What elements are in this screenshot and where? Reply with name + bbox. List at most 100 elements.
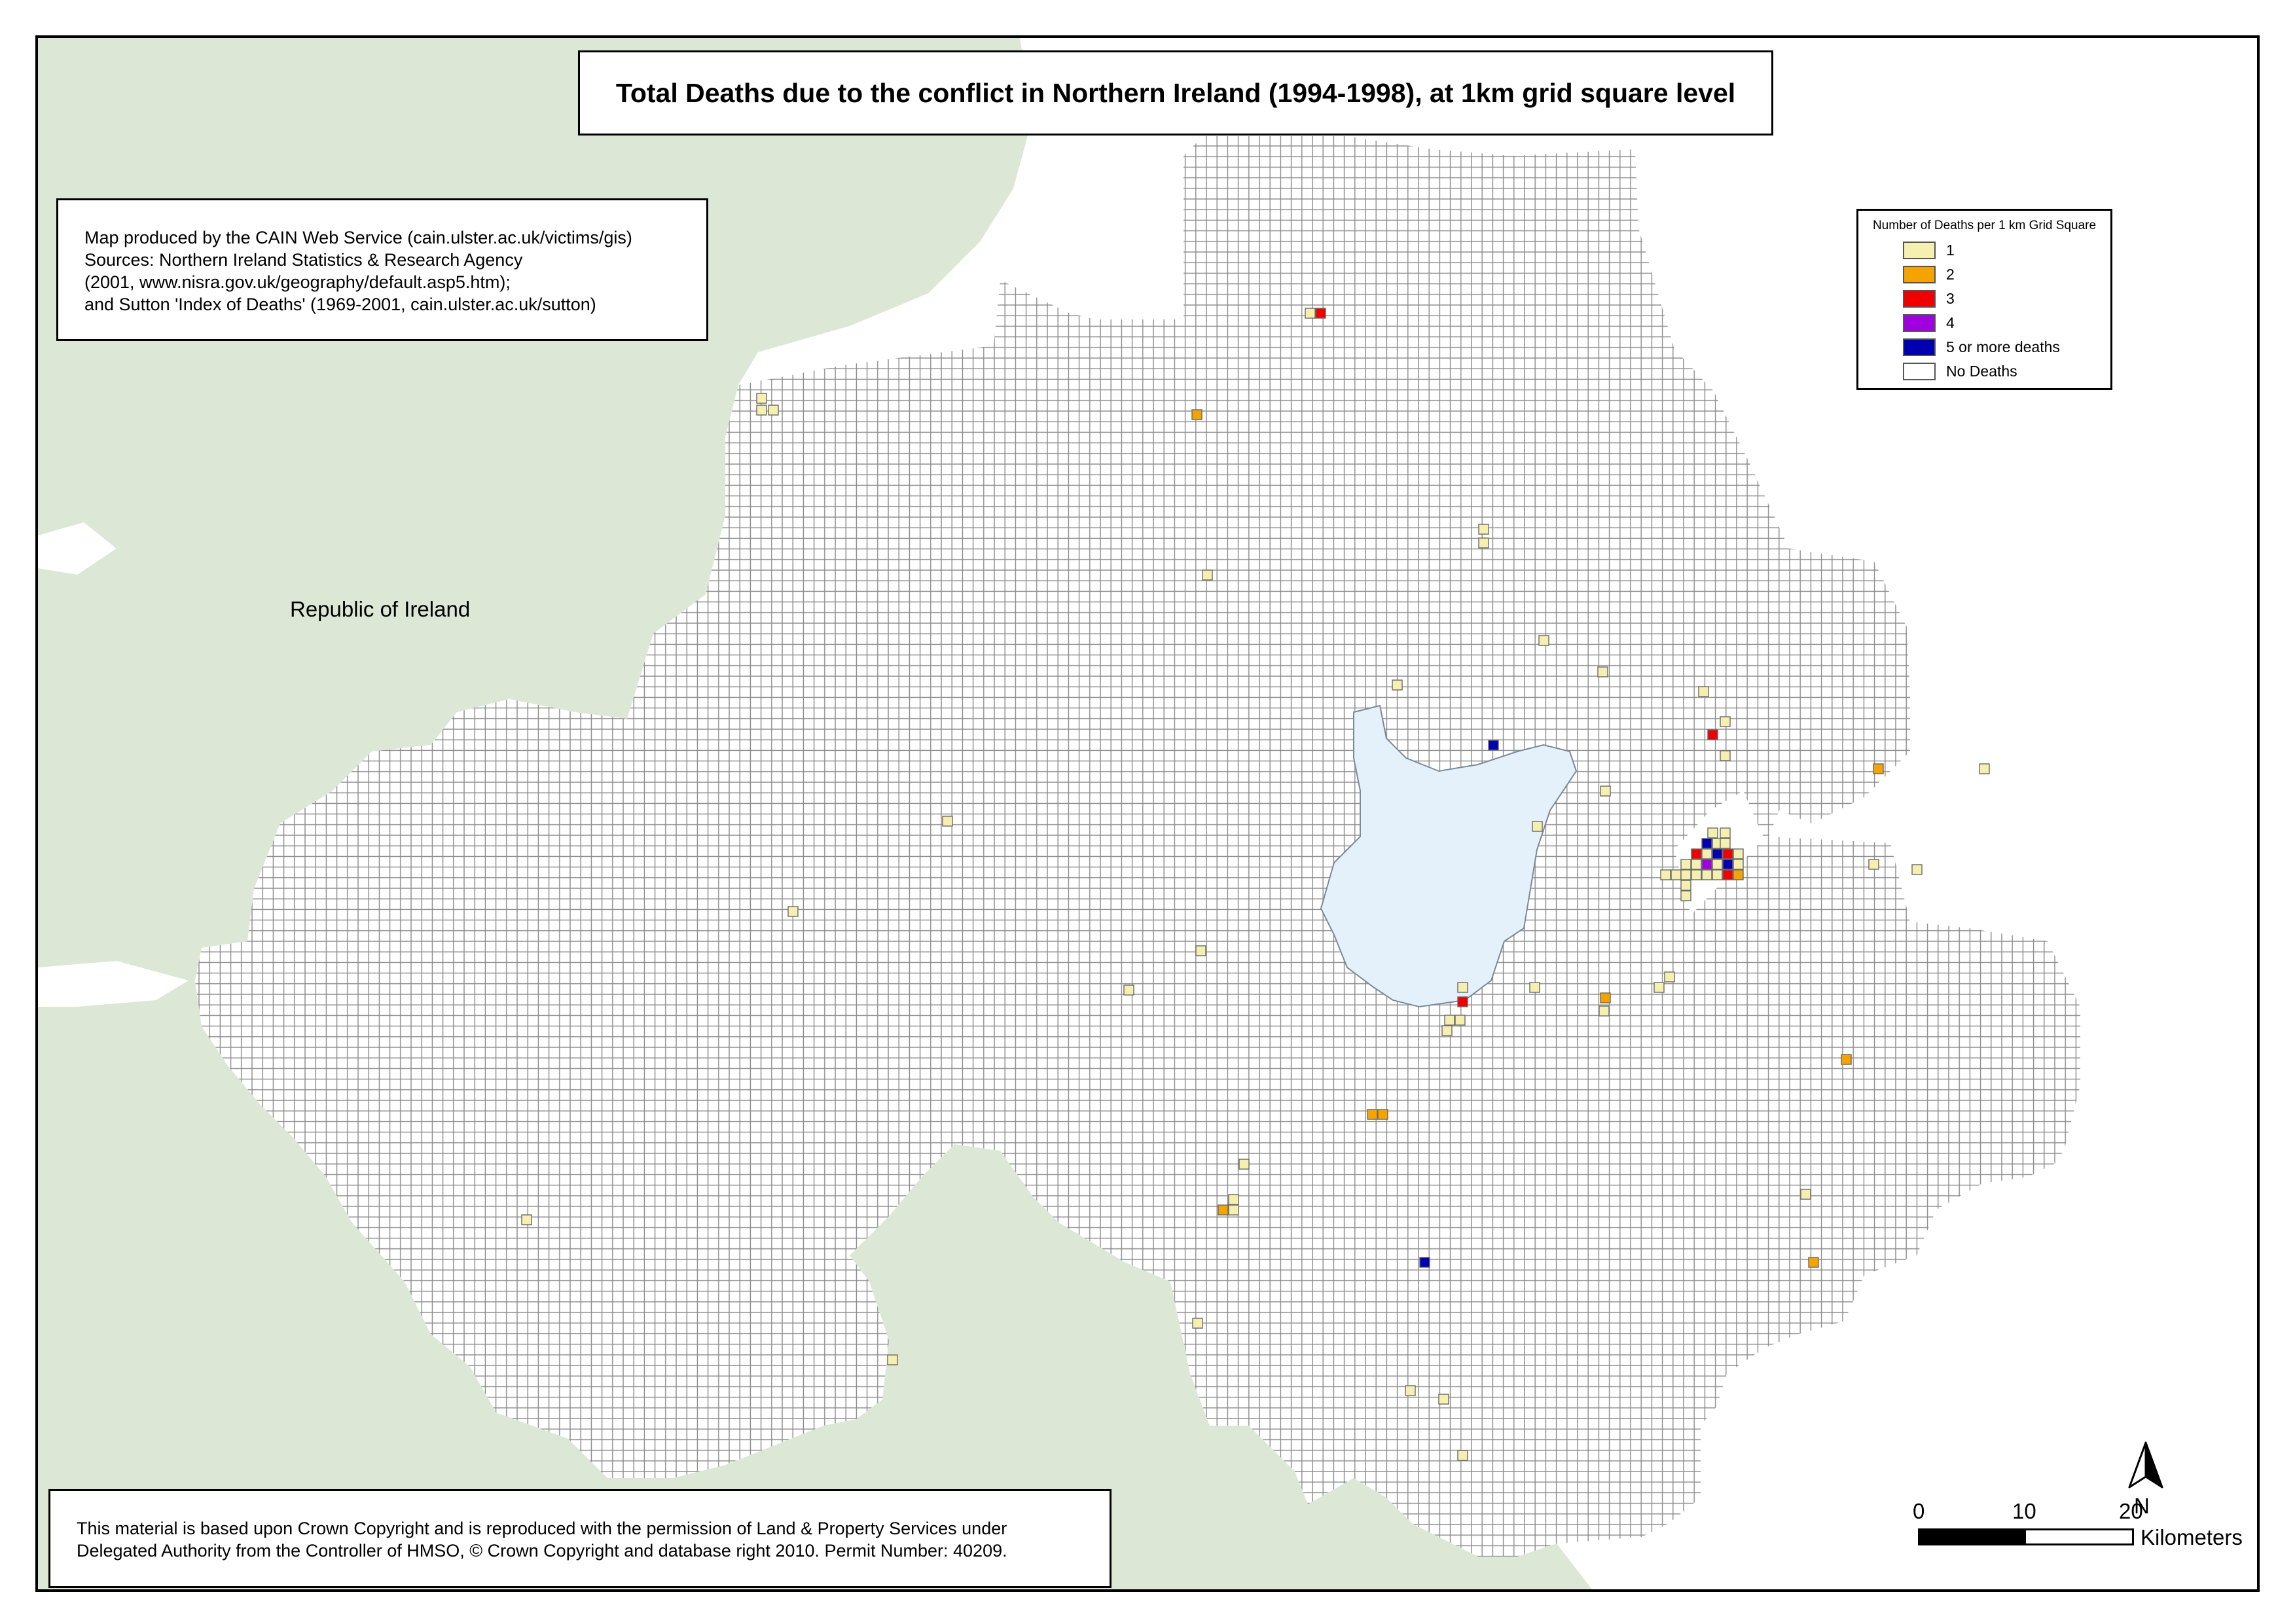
legend-label: No Deaths <box>1946 363 2017 380</box>
death-square <box>1707 729 1718 740</box>
death-square <box>1722 859 1733 870</box>
death-square <box>1911 864 1923 875</box>
legend-item: 1 <box>1858 238 2110 262</box>
death-square <box>1305 308 1316 319</box>
legend-swatch <box>1903 290 1936 308</box>
legend-title: Number of Deaths per 1 km Grid Square <box>1872 219 2097 232</box>
death-square <box>1691 859 1702 870</box>
death-square <box>1680 869 1691 880</box>
death-square <box>1653 982 1665 993</box>
death-square <box>1720 827 1731 839</box>
death-square <box>1444 1015 1455 1026</box>
death-square <box>1488 740 1499 751</box>
death-square <box>1691 869 1702 880</box>
credit-line: Sources: Northern Ireland Statistics & R… <box>84 250 523 270</box>
death-square <box>1195 945 1206 956</box>
death-square <box>1123 984 1134 996</box>
death-square <box>1191 409 1202 420</box>
death-square <box>1701 848 1712 859</box>
death-square <box>1228 1194 1239 1205</box>
death-square <box>1457 1450 1468 1461</box>
lough-neagh <box>1320 704 1578 1008</box>
copyright-line: Delegated Authority from the Controller … <box>77 1541 1007 1561</box>
death-square <box>1238 1159 1250 1170</box>
death-square <box>1701 869 1712 880</box>
death-square <box>1691 848 1702 859</box>
death-square <box>756 393 767 404</box>
death-square <box>1457 982 1468 993</box>
region-label-roi: Republic of Ireland <box>290 597 471 621</box>
death-square <box>1979 763 1990 774</box>
death-square <box>1722 869 1733 880</box>
death-square <box>887 1354 898 1365</box>
copyright-line: This material is based upon Crown Copyri… <box>77 1519 1007 1538</box>
death-square <box>1733 848 1744 859</box>
death-square <box>1457 996 1468 1007</box>
death-square <box>942 816 953 827</box>
death-square <box>1478 537 1489 549</box>
copyright-box: This material is based upon Crown Copyri… <box>48 1489 1111 1588</box>
death-square <box>1720 716 1731 727</box>
death-square <box>1455 1015 1466 1026</box>
legend-label: 2 <box>1946 266 1955 283</box>
credits-box: Map produced by the CAIN Web Service (ca… <box>56 198 708 341</box>
legend: Number of Deaths per 1 km Grid Square 1 … <box>1856 209 2112 390</box>
legend-label: 4 <box>1946 314 1955 331</box>
scale-bar-segment <box>1920 1530 2026 1543</box>
death-square <box>1701 859 1712 870</box>
death-square <box>1377 1109 1388 1120</box>
scale-tick-label: 0 <box>1913 1499 1925 1523</box>
death-square <box>1720 750 1731 761</box>
legend-swatch <box>1903 363 1936 380</box>
legend-swatch <box>1903 338 1936 356</box>
death-square <box>1712 859 1723 870</box>
credit-line: and Sutton 'Index of Deaths' (1969-2001,… <box>84 295 596 314</box>
death-square <box>1392 679 1403 691</box>
legend-item: 3 <box>1858 287 2110 311</box>
death-squares-layer <box>521 308 1990 1461</box>
republic-of-ireland-land <box>38 38 1592 1589</box>
death-square <box>1841 1054 1852 1065</box>
legend-label: 5 or more deaths <box>1946 338 2060 355</box>
scale-tick-label: 10 <box>2012 1499 2036 1523</box>
death-square <box>1441 1025 1453 1036</box>
death-square <box>1597 666 1608 677</box>
death-square <box>1599 1005 1610 1017</box>
death-square <box>1228 1204 1239 1216</box>
death-square <box>1438 1394 1449 1405</box>
death-square <box>1698 686 1709 697</box>
death-square <box>1600 992 1611 1003</box>
death-square <box>1315 308 1326 319</box>
scale-bar <box>1918 1528 2134 1545</box>
legend-item: 2 <box>1858 262 2110 287</box>
legend-item: 4 <box>1858 311 2110 335</box>
death-square <box>1873 763 1884 774</box>
map-title-box: Total Deaths due to the conflict in Nort… <box>578 50 1773 135</box>
map-title: Total Deaths due to the conflict in Nort… <box>615 77 1736 108</box>
death-square <box>521 1214 532 1225</box>
death-square <box>1712 869 1723 880</box>
death-square <box>1671 869 1682 880</box>
legend-label: 1 <box>1946 242 1955 259</box>
death-square <box>768 405 779 416</box>
death-square <box>1419 1257 1430 1268</box>
death-square <box>1600 785 1611 797</box>
legend-label: 3 <box>1946 290 1955 307</box>
death-square <box>756 405 767 416</box>
death-square <box>1868 859 1879 870</box>
death-square <box>1367 1109 1378 1120</box>
credit-line: (2001, www.nisra.gov.uk/geography/defaul… <box>84 272 511 292</box>
legend-item: 5 or more deaths <box>1858 335 2110 359</box>
death-square <box>1202 569 1213 581</box>
death-square <box>1192 1318 1203 1329</box>
lough-west-inlet <box>38 522 117 575</box>
death-square <box>1680 880 1691 891</box>
death-square <box>1733 859 1744 870</box>
death-square <box>1680 890 1691 901</box>
north-label: N <box>2134 1494 2150 1518</box>
death-square <box>1707 827 1718 839</box>
death-square <box>1660 869 1671 880</box>
legend-swatch <box>1903 266 1936 283</box>
death-square <box>1720 838 1731 849</box>
death-square <box>1529 982 1540 993</box>
